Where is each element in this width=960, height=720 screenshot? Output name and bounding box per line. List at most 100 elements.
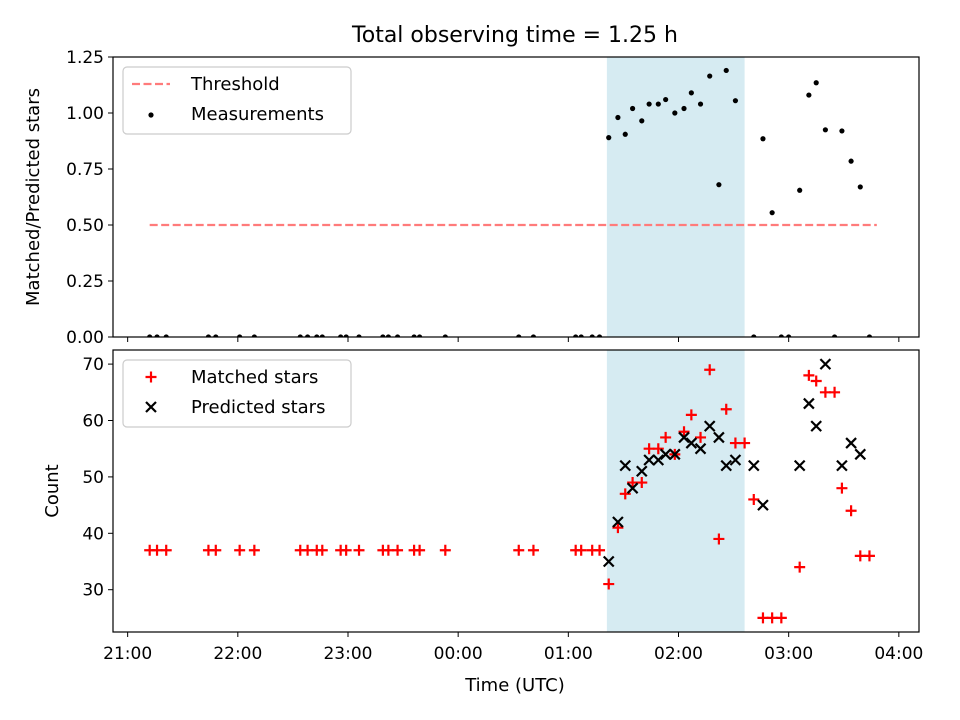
matched-star-point xyxy=(810,375,822,387)
matched-star-point xyxy=(594,544,606,556)
measurement-point xyxy=(622,131,628,137)
matched-star-point xyxy=(729,437,741,449)
matched-star-point xyxy=(678,426,690,438)
measurement-point xyxy=(596,334,603,337)
y-tick-label: 50 xyxy=(82,468,104,488)
y-tick-label: 1.00 xyxy=(66,104,104,124)
matched-star-point xyxy=(575,544,587,556)
matched-star-point xyxy=(704,364,716,376)
matched-star-point xyxy=(819,386,831,398)
axes-frame xyxy=(112,349,920,633)
x-tick-label: 22:00 xyxy=(213,644,262,664)
observing-window-span xyxy=(606,57,745,337)
matched-star-point xyxy=(713,533,725,545)
predicted-star-point xyxy=(793,459,806,472)
top-panel: 0.00 0.25 0.50 0.75 1.00 1.25 Matched/Predicte… xyxy=(23,48,920,348)
measurement-point xyxy=(723,67,729,74)
measurement-point xyxy=(797,187,803,193)
predicted-star-point xyxy=(757,499,769,511)
predicted-star-point xyxy=(810,420,822,432)
measurement-point xyxy=(822,127,828,133)
measurement-point xyxy=(163,334,169,337)
predicted-star-point xyxy=(729,454,742,466)
matched-star-point xyxy=(627,477,639,489)
measurement-point xyxy=(732,98,739,104)
measurement-point xyxy=(380,334,386,337)
matched-star-point xyxy=(353,544,365,556)
matched-star-point xyxy=(845,505,857,517)
predicted-star-point xyxy=(669,448,681,461)
matched-star-point xyxy=(748,493,760,505)
matched-star-point xyxy=(619,488,631,500)
measurement-point xyxy=(356,334,362,337)
measurement-point xyxy=(857,184,863,190)
legend-predicted-swatch xyxy=(145,401,157,413)
predicted-star-point xyxy=(748,459,760,472)
matched-star-point xyxy=(685,409,697,421)
measurement-point xyxy=(688,90,694,96)
measurement-point xyxy=(707,73,713,79)
predicted-star-point xyxy=(845,437,857,449)
measurement-point xyxy=(646,101,652,107)
y-tick-label: 0.75 xyxy=(66,160,104,180)
predicted-star-point xyxy=(619,459,632,472)
measurement-point xyxy=(786,334,792,337)
y-tick-label: 0.25 xyxy=(66,272,104,292)
measurement-point xyxy=(417,334,423,337)
matched-star-point xyxy=(160,544,172,556)
x-tick-label: 02:00 xyxy=(654,644,703,664)
x-tick-label: 01:00 xyxy=(544,644,593,664)
matched-star-point xyxy=(829,386,841,398)
measurement-point xyxy=(806,92,812,98)
measurement-point xyxy=(319,334,325,337)
predicted-star-point xyxy=(694,442,707,455)
measurement-point xyxy=(314,334,320,337)
matched-star-point xyxy=(636,477,648,489)
matched-star-point xyxy=(210,544,222,556)
matched-star-point xyxy=(803,369,815,381)
legend-label: Matched stars xyxy=(191,367,318,388)
x-tick-label: 00:00 xyxy=(434,644,483,664)
legend-measurement-swatch xyxy=(148,112,154,118)
x-axis-label: Time (UTC) xyxy=(464,675,565,696)
measurement-point xyxy=(251,334,257,337)
plot-area xyxy=(144,358,875,624)
legend: Threshold Measurements xyxy=(122,66,352,135)
matched-star-point xyxy=(513,544,525,556)
matched-star-point xyxy=(652,443,664,455)
predicted-star-point xyxy=(659,448,672,461)
predicted-star-point xyxy=(635,465,648,478)
predicted-star-point xyxy=(643,454,655,466)
measurement-point xyxy=(629,105,636,112)
legend-box xyxy=(122,359,352,428)
measurement-point xyxy=(338,334,344,337)
predicted-star-point xyxy=(626,482,639,494)
y-axis-label: Count xyxy=(42,464,63,517)
predicted-star-point xyxy=(685,437,698,449)
matched-star-point xyxy=(439,544,451,556)
measurement-point xyxy=(639,118,645,124)
predicted-star-point xyxy=(652,454,665,466)
measurement-point xyxy=(530,334,537,337)
bottom-panel: 30 40 50 60 70 21:00 22:00 23:00 00:00 01:00 02:00… xyxy=(42,349,923,664)
axes-frame xyxy=(112,56,920,338)
legend-label: Measurements xyxy=(191,104,324,125)
matched-star-point xyxy=(316,544,328,556)
matched-star-point xyxy=(775,612,787,624)
matched-star-point xyxy=(340,544,352,556)
measurement-point xyxy=(751,334,757,337)
legend-label: Predicted stars xyxy=(191,397,325,418)
measurement-point xyxy=(697,101,704,107)
x-tick-label: 21:00 xyxy=(103,644,152,664)
observing-window-span xyxy=(606,350,745,632)
measurement-point xyxy=(154,334,160,337)
measurement-point xyxy=(848,158,854,164)
x-tick-label: 04:00 xyxy=(874,644,923,664)
legend: Matched stars Predicted stars xyxy=(122,359,352,428)
matched-star-point xyxy=(854,550,866,562)
legend-matched-swatch xyxy=(145,371,157,383)
predicted-star-point xyxy=(836,459,848,472)
matched-star-point xyxy=(248,544,260,556)
matched-star-point xyxy=(382,544,394,556)
